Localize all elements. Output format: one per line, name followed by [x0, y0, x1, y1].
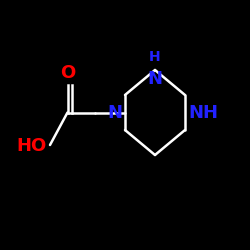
- Text: N: N: [148, 70, 162, 88]
- Text: N: N: [108, 104, 122, 122]
- Text: H: H: [149, 50, 161, 64]
- Text: O: O: [60, 64, 75, 82]
- Text: NH: NH: [189, 104, 219, 122]
- Text: HO: HO: [16, 137, 46, 155]
